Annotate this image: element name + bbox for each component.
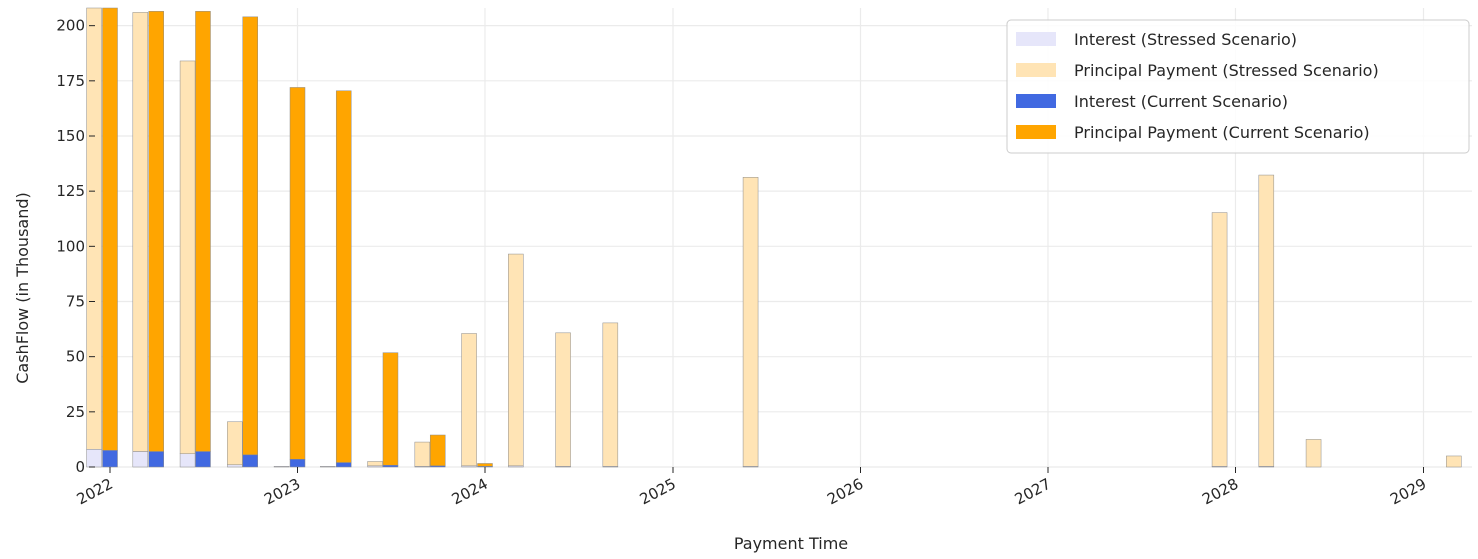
y-tick-label: 150 [56,127,85,145]
current-principal-bar [335,90,352,463]
y-tick-label: 25 [66,403,85,421]
stressed-interest-bar [1258,466,1275,468]
stressed-principal-bar [602,322,619,467]
legend-label-interest-current: Interest (Current Scenario) [1074,92,1288,111]
stressed-interest-bar [1211,466,1228,468]
y-tick-label: 75 [66,292,85,310]
current-interest-bar [335,462,352,468]
y-tick-label: 50 [66,348,85,366]
axes-layer: 0 25 50 75 100 125 150 175 200 2022 2023 2024 2025 20… [56,17,1429,509]
current-interest-bar [382,464,399,468]
stressed-interest-bar [555,466,571,468]
current-interest-bar [289,459,306,468]
current-principal-bar [242,16,258,456]
stressed-principal-bar [1305,439,1322,468]
y-tick-label: 0 [75,458,85,476]
legend-frame [1006,19,1470,154]
current-principal-bar [289,87,306,460]
current-principal-bar [148,11,164,452]
y-tick-label: 175 [56,72,85,90]
bars-layer [86,7,1462,468]
current-principal-bar [477,463,493,467]
stressed-principal-bar [132,12,149,452]
legend-swatch-principal-current [1016,125,1056,139]
y-tick-label: 125 [56,182,85,200]
stressed-principal-bar [555,332,571,467]
stressed-interest-bar [227,464,243,468]
current-interest-bar [148,451,164,468]
x-tick-label: 2025 [637,475,679,509]
stressed-interest-bar [602,466,619,468]
stressed-interest-bar [742,466,759,468]
stressed-principal-bar [508,253,524,467]
stressed-interest-bar [320,466,336,468]
legend-label-principal-stressed: Principal Payment (Stressed Scenario) [1074,61,1379,80]
x-tick-label: 2022 [74,475,116,509]
x-tick-label: 2024 [449,475,491,509]
legend-label-principal-current: Principal Payment (Current Scenario) [1074,123,1370,142]
current-interest-bar [477,466,493,468]
x-tick-label: 2029 [1387,475,1429,509]
stressed-interest-bar [414,466,431,468]
current-interest-bar [429,465,446,468]
x-tick-label: 2026 [824,475,866,509]
y-axis-label: CashFlow (in Thousand) [13,192,32,384]
x-axis-label: Payment Time [734,534,848,553]
x-tick-label: 2027 [1012,475,1054,509]
stressed-principal-bar [179,60,196,455]
stressed-principal-bar [86,7,102,450]
legend-label-interest-stressed: Interest (Stressed Scenario) [1074,30,1297,49]
stressed-interest-bar [86,449,102,468]
grid-layer [95,8,1472,468]
current-interest-bar [102,450,118,468]
stressed-principal-bar [414,441,431,467]
legend-swatch-principal-stressed [1016,63,1056,77]
current-interest-bar [242,454,258,468]
stressed-principal-bar [1258,174,1275,467]
stressed-interest-bar [179,453,196,468]
legend-swatch-interest-current [1016,94,1056,108]
current-principal-bar [382,352,399,466]
x-tick-label: 2023 [261,475,303,509]
stressed-principal-bar [742,177,759,467]
stressed-principal-bar [367,461,383,467]
y-tick-label: 100 [56,237,85,255]
y-tick-label: 200 [56,17,85,35]
legend: Interest (Stressed Scenario) Principal P… [1006,19,1470,154]
current-principal-bar [429,434,446,467]
stressed-interest-bar [461,465,477,468]
stressed-principal-bar [1446,455,1462,468]
legend-swatch-interest-stressed [1016,32,1056,46]
stressed-principal-bar [227,421,243,466]
current-principal-bar [195,11,211,452]
x-tick-label: 2028 [1199,475,1241,509]
stressed-principal-bar [461,333,477,467]
stressed-interest-bar [367,465,383,468]
current-principal-bar [102,7,118,451]
stressed-interest-bar [273,466,290,468]
stressed-interest-bar [132,451,149,468]
stressed-principal-bar [1211,212,1228,467]
stressed-interest-bar [508,465,524,468]
current-interest-bar [195,451,211,468]
